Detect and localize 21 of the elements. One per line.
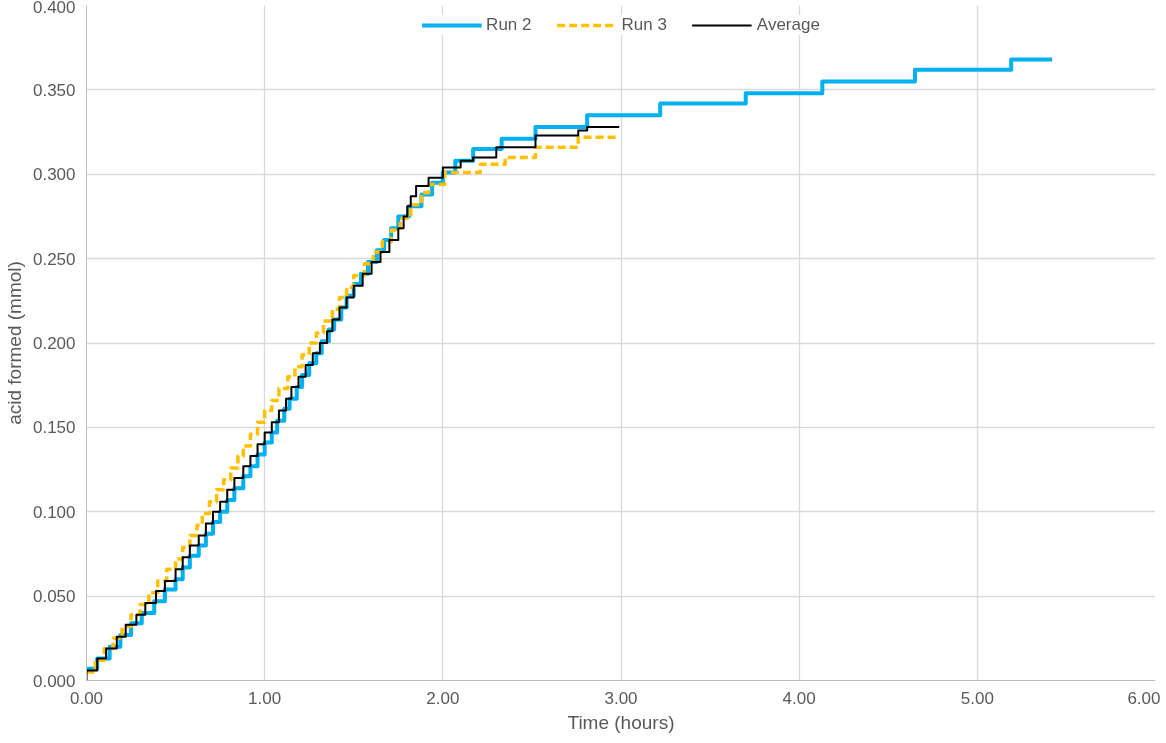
y-tick-label: 0.250 xyxy=(32,249,76,269)
y-tick-label: 0.050 xyxy=(32,587,76,607)
y-tick-label: 0.300 xyxy=(32,165,76,185)
legend-label: Run 2 xyxy=(486,15,532,35)
y-tick-label: 0.150 xyxy=(32,418,76,438)
y-tick-label: 0.400 xyxy=(32,0,76,17)
x-tick-label: 1.00 xyxy=(248,688,282,708)
x-tick-label: 6.00 xyxy=(1127,688,1161,708)
y-tick-label: 0.350 xyxy=(32,80,76,100)
x-tick-label: 2.00 xyxy=(426,688,460,708)
y-axis-title: acid formed (mmol) xyxy=(3,261,25,425)
x-tick-label: 3.00 xyxy=(604,688,638,708)
y-tick-label: 0.000 xyxy=(32,671,76,691)
y-tick-label: 0.200 xyxy=(32,334,76,353)
legend-label: Run 3 xyxy=(621,15,667,35)
x-tick-label: 0.00 xyxy=(69,688,104,708)
x-tick-label: 4.00 xyxy=(782,688,816,708)
legend-label: Average xyxy=(756,15,820,35)
x-tick-label: 5.00 xyxy=(960,688,994,708)
y-tick-label: 0.100 xyxy=(32,502,76,522)
x-axis-title: Time (hours) xyxy=(567,711,675,733)
